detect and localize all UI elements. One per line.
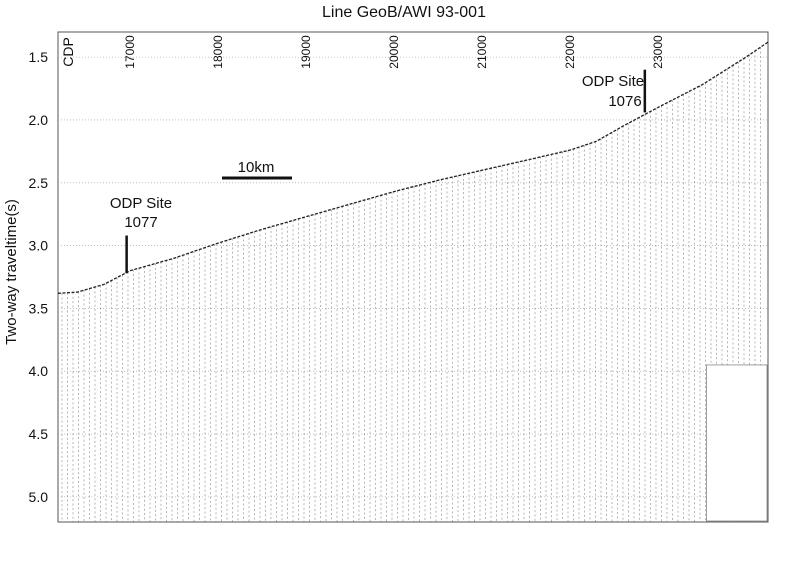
- x-tick-label: 17000: [123, 35, 137, 69]
- y-tick-label: 3.5: [29, 300, 49, 316]
- time-grid-lines: [58, 56, 768, 498]
- seafloor-reflector: [57, 41, 769, 294]
- x-tick-label: 23000: [651, 35, 665, 69]
- y-axis-ticks: 1.5 2.0 2.5 3.0 3.5 4.0 4.5 5.0: [29, 49, 49, 505]
- seismic-section: [57, 31, 769, 523]
- figure-title: Line GeoB/AWI 93-001: [322, 4, 486, 21]
- x-tick-label: 19000: [299, 35, 313, 69]
- y-tick-label: 2.5: [29, 175, 49, 191]
- y-tick-label: 2.0: [29, 112, 49, 128]
- y-axis-label: Two-way traveltime(s): [3, 199, 20, 345]
- site-1076-number: 1076: [608, 93, 641, 110]
- scale-bar-label: 10km: [238, 159, 275, 176]
- y-tick-label: 1.5: [29, 49, 49, 65]
- site-1077-number: 1077: [124, 214, 157, 231]
- x-tick-label: 18000: [211, 35, 225, 69]
- site-1077-name: ODP Site: [110, 195, 172, 212]
- x-axis-label: CDP: [60, 37, 76, 67]
- x-tick-label: 21000: [475, 35, 489, 69]
- y-tick-label: 4.5: [29, 426, 49, 442]
- site-1076-name: ODP Site: [582, 73, 644, 90]
- y-tick-label: 5.0: [29, 489, 49, 505]
- scale-bar: 10km: [222, 159, 292, 180]
- x-tick-label: 22000: [563, 35, 577, 69]
- site-marker-1077: ODP Site 1077: [110, 195, 172, 274]
- section-frame: [57, 31, 769, 523]
- y-tick-label: 4.0: [29, 363, 49, 379]
- x-axis-ticks: 17000 18000 19000 20000 21000 22000 2300…: [123, 35, 665, 69]
- y-tick-label: 3.0: [29, 238, 49, 254]
- x-tick-label: 20000: [387, 35, 401, 69]
- site-marker-1076: ODP Site 1076: [582, 69, 647, 113]
- seismic-traces: [61, 47, 761, 522]
- blank-data-region: [706, 364, 768, 522]
